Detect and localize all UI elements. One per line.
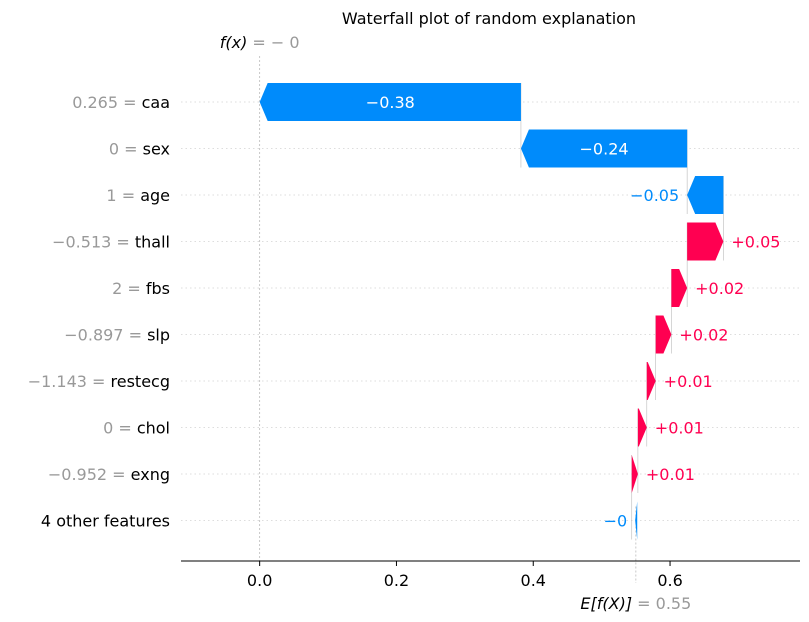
fx-label: f(x) = − 0 bbox=[220, 33, 300, 52]
feature-bars bbox=[259, 83, 724, 540]
bar-value-label: +0.02 bbox=[695, 279, 744, 298]
bar-age bbox=[687, 176, 724, 214]
feature-label: 1 = age bbox=[106, 186, 170, 205]
feature-label: 0 = sex bbox=[109, 140, 170, 159]
annotations: f(x) = − 0 E[f(X)] = 0.55 bbox=[220, 33, 692, 613]
base-value-label: E[f(X)] = 0.55 bbox=[580, 594, 691, 613]
bar-value-label: −0.24 bbox=[580, 140, 629, 159]
bar-thall bbox=[687, 222, 724, 261]
x-tick-label: 0.2 bbox=[384, 571, 409, 590]
bar-value-label: +0.05 bbox=[731, 233, 780, 252]
feature-label: −0.513 = thall bbox=[52, 233, 170, 252]
bar-caa bbox=[259, 83, 521, 121]
x-tick-label: 0.6 bbox=[657, 571, 682, 590]
x-tick-label: 0.4 bbox=[521, 571, 546, 590]
grid-lines bbox=[181, 101, 800, 521]
feature-label: −1.143 = restecg bbox=[28, 372, 170, 391]
bar-value-label: +0.01 bbox=[646, 465, 695, 484]
feature-label: 4 other features bbox=[41, 512, 170, 531]
bar-value-label: +0.01 bbox=[655, 419, 704, 438]
bar-chol bbox=[637, 408, 647, 447]
bar-fbs bbox=[671, 269, 688, 307]
feature-label: −0.897 = slp bbox=[64, 326, 170, 345]
bar-restecg bbox=[646, 362, 656, 400]
bar-value-label: −0 bbox=[604, 512, 628, 531]
feature-label: 0 = chol bbox=[103, 419, 170, 438]
bar-4-other-features bbox=[635, 501, 638, 540]
x-axis: 0.0 0.2 0.4 0.6 bbox=[181, 560, 800, 590]
bar-value-label: +0.02 bbox=[679, 326, 728, 345]
bar-value-label: +0.01 bbox=[664, 372, 713, 391]
feature-label: 2 = fbs bbox=[112, 279, 170, 298]
bar-exng bbox=[631, 455, 638, 493]
bar-sex bbox=[520, 129, 688, 168]
x-tick-label: 0.0 bbox=[247, 571, 272, 590]
feature-label: −0.952 = exng bbox=[48, 465, 170, 484]
bar-slp bbox=[655, 315, 672, 354]
bar-value-label: −0.38 bbox=[366, 93, 415, 112]
bar-value-label: −0.05 bbox=[630, 186, 679, 205]
chart-title: Waterfall plot of random explanation bbox=[342, 9, 636, 28]
feature-label: 0.265 = caa bbox=[72, 93, 170, 112]
feature-labels: −0.38 0.265 = caa −0.24 0 = sex −0.05 1 = age… bbox=[28, 93, 781, 531]
